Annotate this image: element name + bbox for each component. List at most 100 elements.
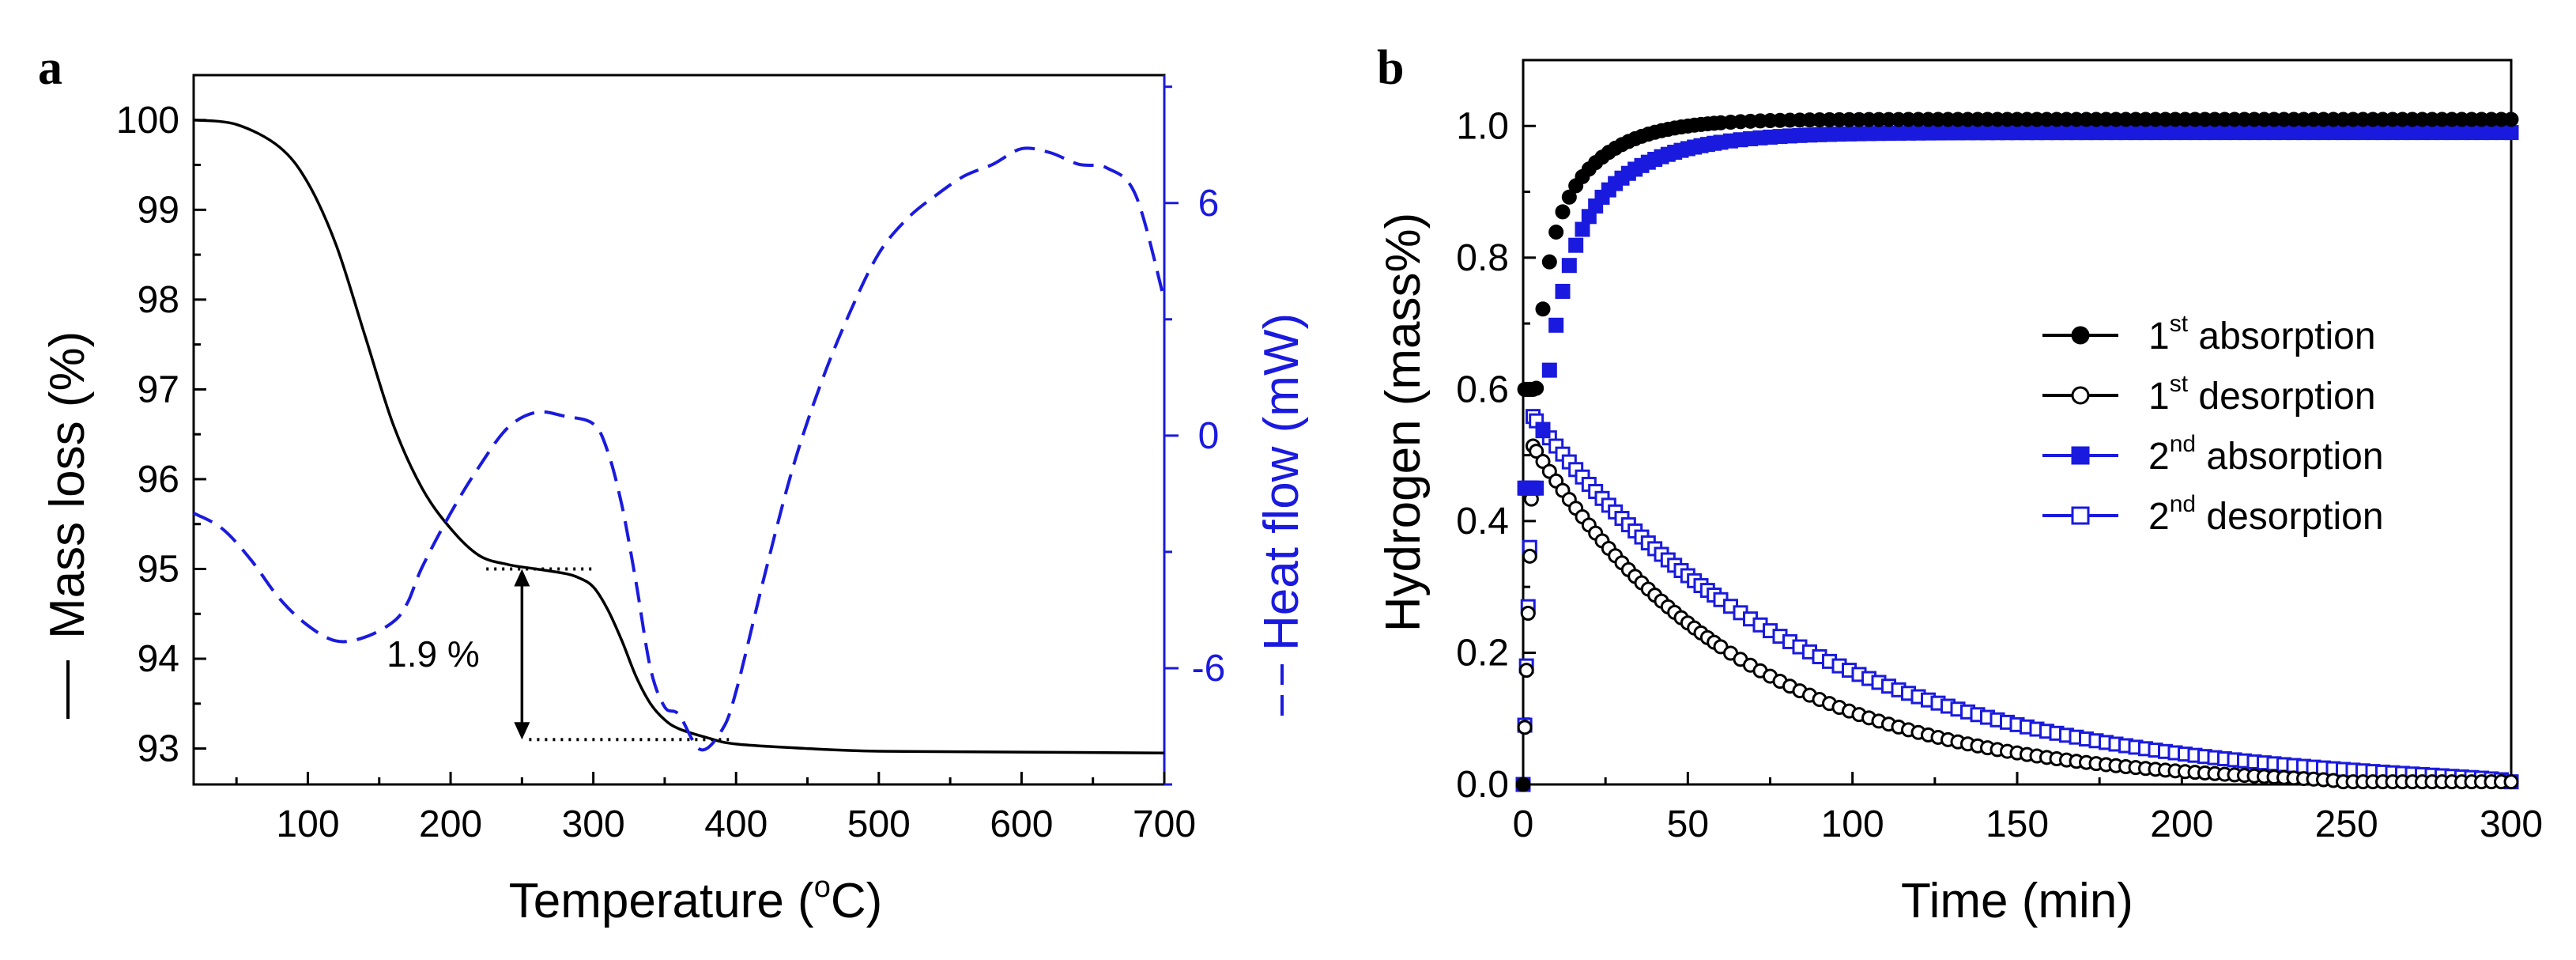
right-y-tick-label: 0: [1198, 415, 1220, 457]
data-point: [1515, 777, 1531, 792]
legend-item: 1st desorption: [2042, 371, 2376, 418]
legend-label-superscript: st: [2170, 311, 2189, 337]
panel-b: b 0 50 100 150 200 250 300 0.00.20.40.60.81.0 …: [1376, 41, 2543, 928]
heat-flow-curve: [193, 146, 1166, 752]
data-point: [1561, 258, 1577, 274]
y-tick-label: 1.0: [1456, 105, 1509, 147]
x-tick-label: 100: [1821, 803, 1884, 845]
y-tick-label: 0.2: [1456, 632, 1509, 674]
legend-marker: [2071, 446, 2090, 465]
panel-a-x-ticks: 100 200 300 400 500 600 700: [235, 772, 1196, 845]
right-y-tick-label: -6: [1192, 648, 1226, 690]
left-y-tick-label: 96: [138, 459, 179, 501]
panel-a-left-y-axis-title: Mass loss (%): [40, 331, 95, 719]
legend-label-superscript: nd: [2170, 431, 2196, 457]
x-tick-label: 200: [2150, 803, 2213, 845]
legend-marker: [2071, 506, 2090, 525]
data-point: [1535, 301, 1551, 317]
x-tick-label: 50: [1667, 803, 1709, 845]
data-point: [1555, 204, 1571, 220]
data-point: [2503, 111, 2519, 127]
data-point: [1520, 605, 1536, 621]
legend-marker: [2071, 326, 2090, 345]
legend-label-text: absorption: [2196, 436, 2384, 478]
data-point: [1541, 362, 1557, 378]
data-point: [1541, 254, 1557, 270]
mass-loss-annotation: 1.9 %: [387, 633, 480, 675]
data-point: [1548, 317, 1564, 333]
legend-label-text: desorption: [2196, 496, 2384, 538]
left-y-tick-label: 94: [138, 638, 179, 680]
x-tick-label: 300: [2480, 803, 2543, 845]
x-tick-label: 150: [1986, 803, 2049, 845]
y-tick-label: 0.6: [1456, 369, 1509, 410]
legend-label: 2nd absorption: [2148, 431, 2384, 478]
heat-flow-axis-label: Heat flow (mW): [1254, 313, 1309, 651]
panel-a-plot-frame: [192, 74, 1166, 786]
legend-label-text: desorption: [2188, 376, 2376, 418]
data-point: [1517, 720, 1533, 735]
left-y-tick-label: 99: [138, 189, 179, 231]
legend-marker: [2071, 386, 2090, 405]
series-2nd-absorption: [1515, 125, 2519, 792]
data-point: [1575, 221, 1590, 237]
y-tick-label: 0.4: [1456, 501, 1509, 542]
panel-b-plot-frame: [1522, 59, 2513, 786]
legend-label: 1st desorption: [2148, 371, 2376, 418]
legend-item: 1st absorption: [2042, 311, 2376, 357]
data-point: [1529, 444, 1544, 459]
panel-a-x-axis-title: Temperature (oC): [509, 871, 883, 928]
legend-item: 2nd desorption: [2042, 491, 2384, 538]
data-point: [1535, 454, 1551, 470]
left-y-tick-label: 95: [138, 548, 179, 590]
legend-label: 2nd desorption: [2148, 491, 2384, 538]
legend-label-number: 1: [2148, 316, 2170, 357]
x-tick-label: 100: [276, 803, 339, 845]
x-tick-label: 600: [990, 803, 1053, 845]
data-point: [1535, 423, 1551, 439]
legend-label-number: 2: [2148, 436, 2170, 478]
data-point: [1529, 480, 1544, 496]
legend-label-number: 2: [2148, 496, 2170, 538]
legend-label: 1st absorption: [2148, 311, 2376, 357]
panel-b-x-axis-title: Time (min): [1901, 874, 2133, 928]
data-point: [1518, 663, 1534, 678]
left-y-tick-label: 97: [138, 369, 179, 410]
x-tick-label: 250: [2315, 803, 2378, 845]
panel-a-letter: a: [38, 41, 62, 95]
panel-b-series: [1515, 111, 2519, 792]
left-y-tick-label: 100: [116, 100, 179, 142]
panel-a-reference-lines: [486, 567, 730, 742]
x-tick-label: 300: [562, 803, 625, 845]
x-tick-label: 400: [704, 803, 768, 845]
arrow-head-down: [514, 722, 530, 740]
x-tick-label: 700: [1133, 803, 1196, 845]
panel-b-letter: b: [1377, 41, 1404, 95]
y-tick-label: 0.0: [1456, 764, 1509, 806]
panel-a-right-y-ticks: -6 0 6: [1164, 85, 1226, 786]
x-tick-label: 200: [419, 803, 482, 845]
y-tick-label: 0.8: [1456, 237, 1509, 279]
data-point: [1529, 380, 1544, 396]
panel-b-x-ticks: 0 50 100 150 200 250 300: [1513, 772, 2543, 845]
left-y-tick-label: 98: [138, 279, 179, 321]
panel-a-left-y-ticks: 93 94 95 96 97 98 99 100: [116, 100, 206, 770]
legend-label-superscript: nd: [2170, 491, 2196, 517]
legend-label-number: 1: [2148, 376, 2170, 418]
panel-a-right-y-axis-title: Heat flow (mW): [1254, 313, 1309, 716]
data-point: [1555, 283, 1571, 299]
data-point: [1548, 224, 1564, 240]
right-y-tick-label: 6: [1198, 183, 1220, 225]
data-point: [2503, 125, 2519, 141]
data-point: [1561, 189, 1577, 205]
mass-loss-arrow: [514, 569, 530, 740]
arrow-head-up: [514, 569, 530, 587]
mass-loss-curve: [193, 119, 1165, 755]
mass-loss-axis-label: Mass loss (%): [40, 331, 95, 639]
legend-label-superscript: st: [2170, 371, 2189, 397]
x-tick-label: 500: [847, 803, 911, 845]
left-y-tick-label: 93: [138, 728, 179, 770]
series-1st-desorption: [1515, 438, 2519, 792]
